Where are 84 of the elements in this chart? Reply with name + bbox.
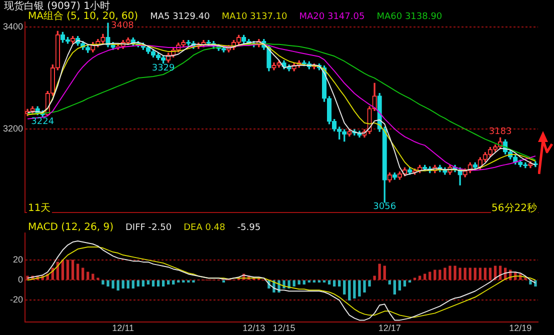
bar (398, 280, 402, 290)
bar (142, 280, 145, 286)
bar (368, 280, 371, 286)
bar (106, 280, 110, 286)
bar (76, 264, 80, 280)
bar (71, 260, 74, 280)
bar (146, 280, 150, 284)
bar (444, 268, 446, 280)
bar (328, 280, 331, 284)
bar (338, 280, 341, 286)
text: DEA 0.48 (184, 223, 226, 233)
bar (388, 280, 391, 284)
bar (172, 280, 175, 284)
text: DIFF -2.50 (125, 223, 172, 233)
bar (122, 280, 124, 288)
y-tick-label: 3200 (2, 124, 23, 134)
annotation: 56分22秒 (490, 203, 538, 214)
bar (66, 260, 70, 280)
bar (403, 280, 406, 286)
bar (488, 268, 492, 280)
bar (116, 280, 120, 290)
chart-title: 现货白银 (9097) 1小时 (4, 1, 110, 12)
bar (332, 280, 336, 286)
bar (464, 268, 466, 280)
bar (167, 280, 170, 284)
bar (468, 268, 472, 280)
bar (343, 280, 346, 294)
bar (448, 266, 452, 280)
text: MA60 3138.90 (376, 12, 442, 22)
bar (373, 276, 376, 280)
bar (458, 268, 462, 280)
text: MA10 3137.10 (222, 12, 288, 22)
x-tick-label: 12/17 (378, 323, 401, 334)
text: MA5 3129.40 (150, 12, 210, 22)
bar (302, 280, 306, 284)
bar (424, 274, 426, 280)
bar (132, 280, 134, 288)
bar (61, 260, 64, 280)
text: MA20 3147.05 (299, 12, 365, 22)
annotation: -5.95 (237, 223, 261, 233)
x-tick-label: 12/11 (112, 323, 134, 334)
y-tick-label: 20 (12, 254, 23, 265)
bar (86, 272, 90, 280)
bar (378, 264, 381, 280)
bar (152, 280, 155, 286)
bar (136, 280, 140, 286)
annotation: 3224 (31, 117, 54, 128)
x-tick-label: 12/15 (272, 323, 296, 334)
annotation: 3183 (488, 127, 512, 138)
annotation: 3056 (373, 202, 396, 212)
bar (126, 280, 130, 288)
bar (393, 280, 396, 294)
bar (348, 280, 351, 300)
legend-title: MACD (12, 26, 9) (28, 222, 114, 233)
bar (162, 280, 165, 286)
x-tick-label: 12/13 (242, 323, 266, 334)
bar (92, 274, 94, 280)
y-tick-label: -20 (10, 294, 23, 305)
bar (534, 280, 537, 286)
x-tick-label: 12/19 (509, 323, 532, 334)
annotation: 11天 (27, 203, 52, 214)
y-tick-label: 3400 (2, 22, 23, 32)
bar (454, 266, 456, 280)
bar (383, 266, 386, 280)
bar (478, 268, 482, 280)
bar (353, 280, 356, 298)
bar (474, 268, 476, 280)
annotation: 3408 (110, 21, 135, 31)
y-tick-label: 0 (18, 274, 23, 285)
bar (363, 280, 366, 292)
bar (434, 270, 436, 280)
bar (82, 268, 84, 280)
annotation: 3329 (152, 64, 176, 74)
bar (102, 280, 104, 284)
bar (298, 280, 300, 284)
bar (358, 280, 361, 296)
bar (156, 280, 160, 286)
bar (428, 272, 432, 280)
bar (292, 280, 296, 286)
legend-title: MA组合 (5, 10, 20, 60) (28, 11, 138, 22)
bar (418, 276, 422, 280)
bar (438, 270, 442, 280)
bar (484, 268, 487, 280)
bar (112, 280, 114, 288)
